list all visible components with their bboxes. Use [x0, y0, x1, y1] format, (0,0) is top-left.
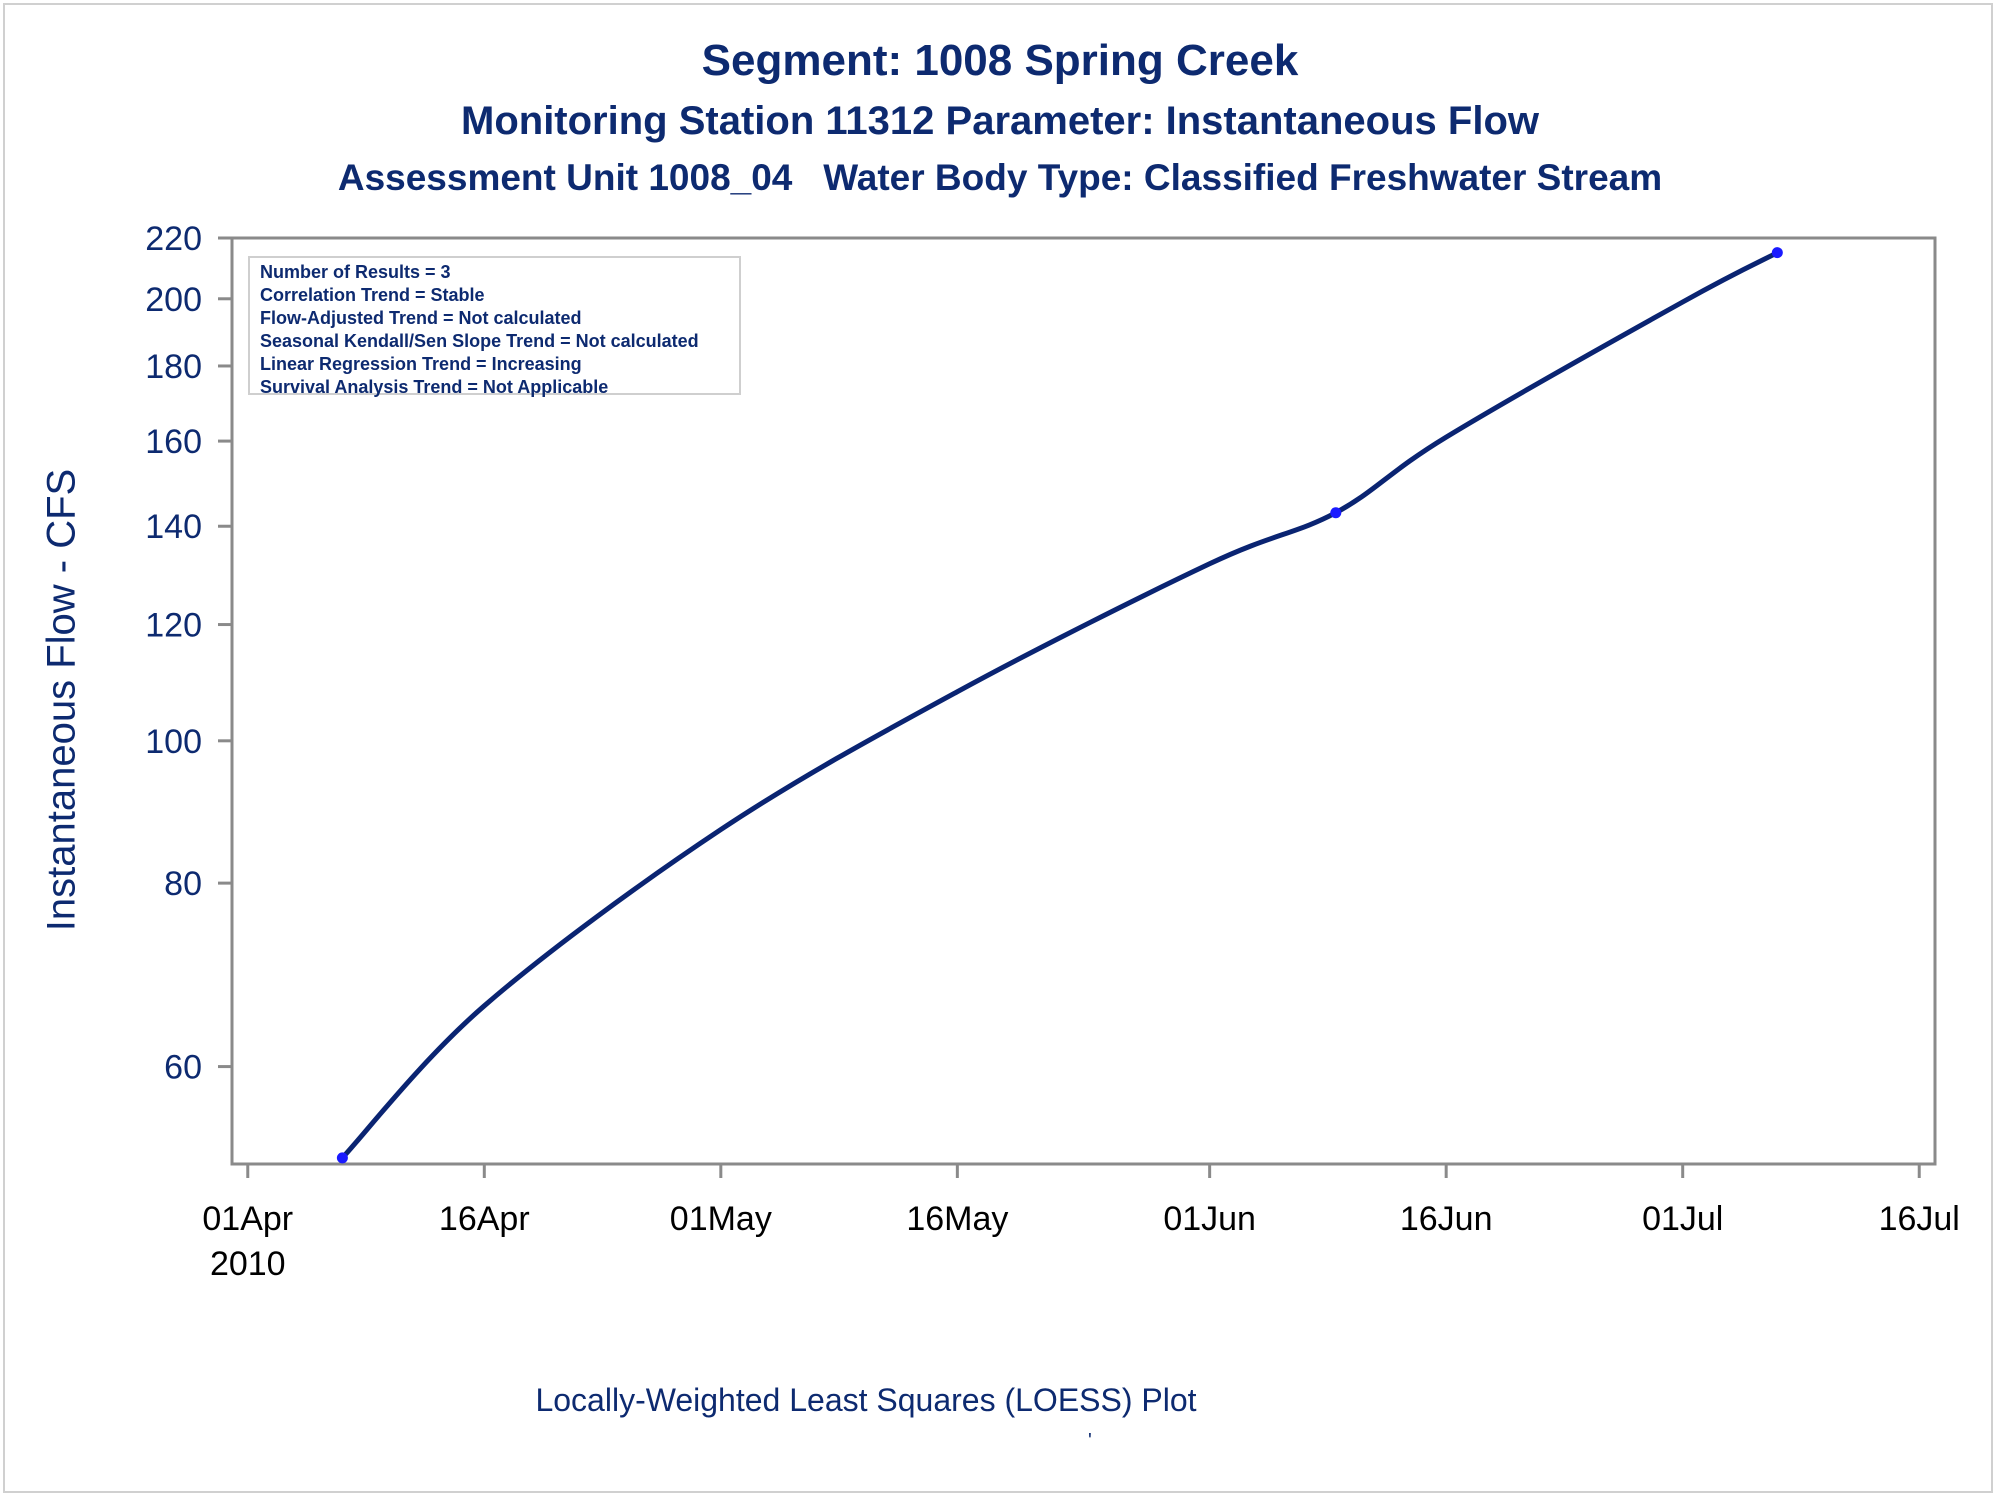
stats-line-survival: Survival Analysis Trend = Not Applicable	[260, 377, 609, 397]
y-tick-label: 80	[164, 865, 202, 903]
y-axis-ticks: 60 80 100 120 140 160 180 200 220	[145, 220, 232, 1087]
x-tick-label: 01May	[670, 1200, 772, 1238]
footnote-mark: '	[1088, 1430, 1092, 1452]
y-tick-label: 200	[145, 281, 202, 319]
y-tick-label: 100	[145, 723, 202, 761]
chart-subtitle: Monitoring Station 11312 Parameter: Inst…	[461, 99, 1539, 143]
y-tick-label: 220	[145, 220, 202, 258]
data-point	[1771, 247, 1783, 259]
data-point	[1330, 507, 1342, 519]
data-point	[336, 1152, 348, 1164]
stats-legend-box: Number of Results = 3 Correlation Trend …	[248, 256, 741, 397]
x-tick-label: 16Jun	[1400, 1200, 1493, 1238]
y-tick-label: 60	[164, 1049, 202, 1087]
x-tick-label: 16Jul	[1879, 1200, 1960, 1238]
stats-line-correlation: Correlation Trend = Stable	[260, 285, 485, 305]
x-axis-ticks: 01Apr 2010 16Apr 01May 16May 01Jun 16Jun 01Jul 1…	[202, 1164, 1960, 1283]
chart-title: Segment: 1008 Spring Creek	[701, 36, 1299, 85]
chart-subtitle-2: Assessment Unit 1008_04 Water Body Type:…	[337, 157, 1663, 198]
x-tick-sublabel: 2010	[210, 1245, 286, 1283]
x-tick-label: 01Jul	[1642, 1200, 1723, 1238]
x-tick-label: 16May	[906, 1200, 1008, 1238]
y-tick-label: 140	[145, 508, 202, 546]
chart-frame	[3, 3, 1993, 1493]
y-tick-label: 180	[145, 348, 202, 386]
loess-line	[339, 250, 1780, 1161]
data-points	[336, 247, 1783, 1164]
x-tick-label: 01Apr	[202, 1200, 293, 1238]
stats-line-results: Number of Results = 3	[260, 262, 451, 282]
x-tick-label: 01Jun	[1163, 1200, 1256, 1238]
chart-footnote: Locally-Weighted Least Squares (LOESS) P…	[535, 1382, 1197, 1418]
stats-line-flow-adjusted: Flow-Adjusted Trend = Not calculated	[260, 308, 582, 328]
stats-line-seasonal-kendall: Seasonal Kendall/Sen Slope Trend = Not c…	[260, 331, 699, 351]
x-tick-label: 16Apr	[439, 1200, 530, 1238]
y-tick-label: 160	[145, 423, 202, 461]
stats-line-linear-regression: Linear Regression Trend = Increasing	[260, 354, 582, 374]
y-tick-label: 120	[145, 607, 202, 645]
